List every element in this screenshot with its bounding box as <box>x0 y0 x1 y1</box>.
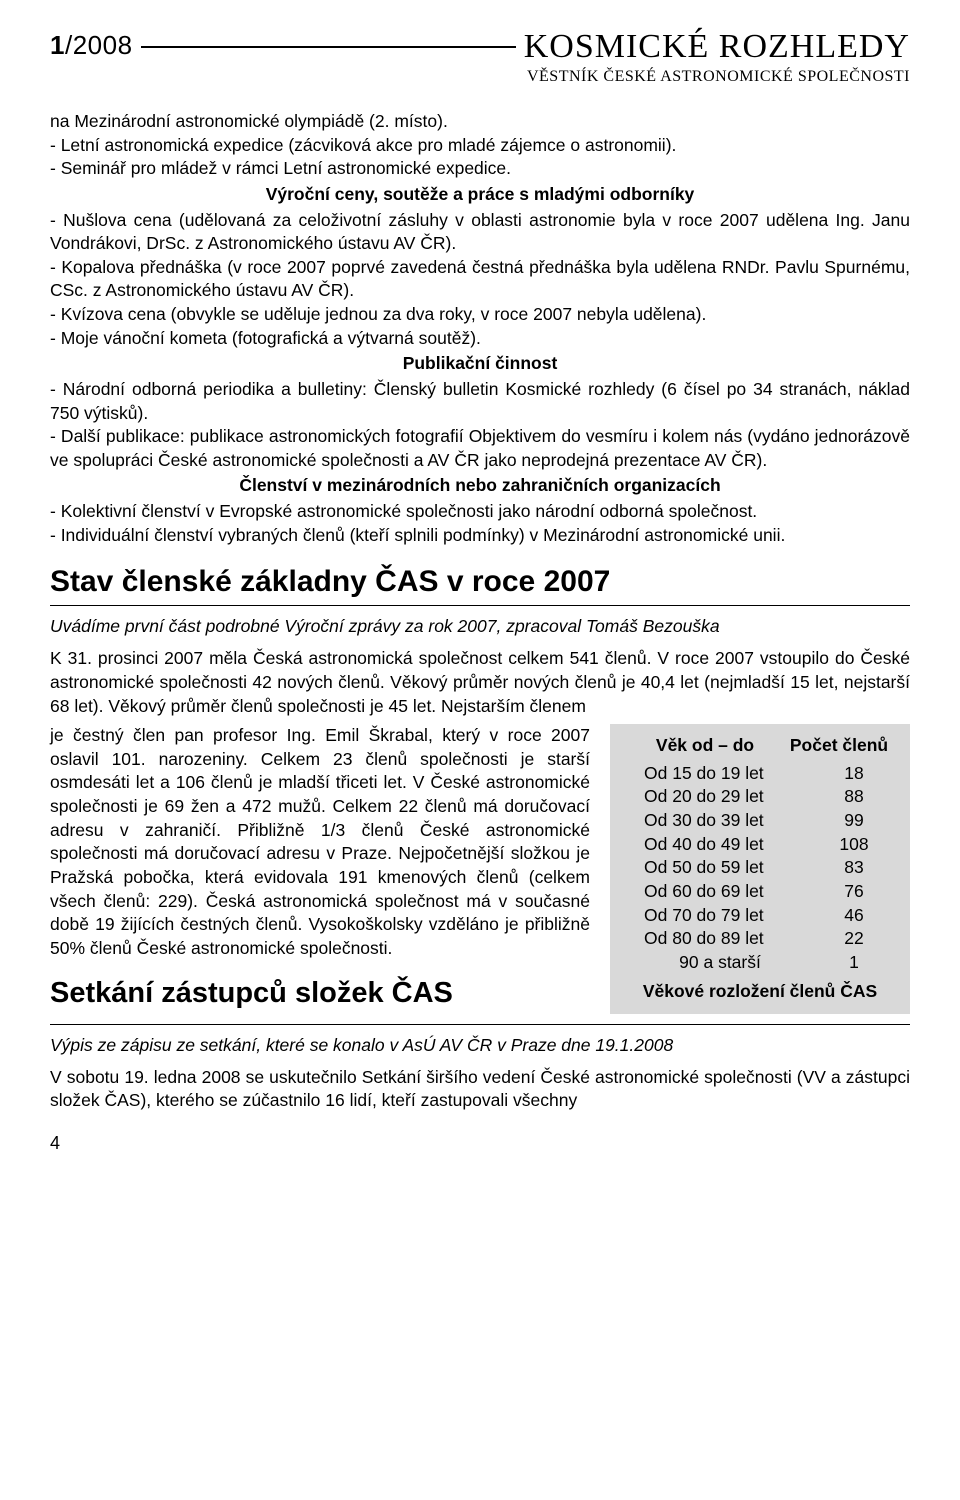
horizontal-rule <box>50 605 910 606</box>
intro-paragraph: na Mezinárodní astronomické olympiádě (2… <box>50 110 910 181</box>
table-cell-range: Od 80 do 89 let <box>626 927 814 951</box>
table-col-header: Věk od – do <box>626 734 784 758</box>
table-cell-count: 22 <box>814 927 894 951</box>
section-body: - Nušlova cena (udělovaná za celoživotní… <box>50 209 910 351</box>
article1-body: K 31. prosinci 2007 měla Česká astronomi… <box>50 647 910 1019</box>
table-cell-range: Od 30 do 39 let <box>626 809 814 833</box>
article-title: Stav členské základny ČAS v roce 2007 <box>50 565 910 599</box>
section-body: - Kolektivní členství v Evropské astrono… <box>50 500 910 547</box>
section-heading: Výroční ceny, soutěže a práce s mladými … <box>50 183 910 207</box>
table-cell-range: Od 50 do 59 let <box>626 856 814 880</box>
table-row: Od 30 do 39 let99 <box>626 809 894 833</box>
table-row: Od 20 do 29 let88 <box>626 785 894 809</box>
article-intro: Uvádíme první část podrobné Výroční zprá… <box>50 616 910 637</box>
table-cell-count: 76 <box>814 880 894 904</box>
article-title: Setkání zástupců složek ČAS <box>50 974 590 1013</box>
table-cell-count: 1 <box>814 951 894 975</box>
page-header: 1/2008 KOSMICKÉ ROZHLEDY <box>50 30 910 64</box>
masthead-subtitle: VĚSTNÍK ČESKÉ ASTRONOMICKÉ SPOLEČNOSTI <box>50 68 910 86</box>
table-row: Od 15 do 19 let18 <box>626 762 894 786</box>
table-cell-count: 108 <box>814 833 894 857</box>
paragraph: V sobotu 19. ledna 2008 se uskutečnilo S… <box>50 1066 910 1113</box>
table-cell-range: Od 70 do 79 let <box>626 904 814 928</box>
paragraph: je čestný člen pan profesor Ing. Emil Šk… <box>50 724 590 960</box>
article-intro: Výpis ze zápisu ze setkání, které se kon… <box>50 1035 910 1056</box>
masthead-title: KOSMICKÉ ROZHLEDY <box>524 30 910 64</box>
table-cell-count: 18 <box>814 762 894 786</box>
table-cell-range: Od 40 do 49 let <box>626 833 814 857</box>
article-body: na Mezinárodní astronomické olympiádě (2… <box>50 110 910 547</box>
table-row: Od 70 do 79 let46 <box>626 904 894 928</box>
horizontal-rule <box>50 1024 910 1025</box>
page-number: 4 <box>50 1133 910 1154</box>
table-cell-count: 83 <box>814 856 894 880</box>
table-cell-range: 90 a starší <box>626 951 814 975</box>
section-body: - Národní odborná periodika a bulletiny:… <box>50 378 910 473</box>
issue-number: 1/2008 <box>50 30 133 61</box>
table-row: Od 60 do 69 let76 <box>626 880 894 904</box>
table-col-header: Počet členů <box>784 734 894 758</box>
section-heading: Členství v mezinárodních nebo zahraniční… <box>50 474 910 498</box>
table-row: Od 50 do 59 let83 <box>626 856 894 880</box>
table-row: 90 a starší1 <box>626 951 894 975</box>
header-rule <box>141 30 516 48</box>
section-heading: Publikační činnost <box>50 352 910 376</box>
paragraph: K 31. prosinci 2007 měla Česká astronomi… <box>50 647 910 718</box>
table-cell-count: 99 <box>814 809 894 833</box>
table-row: Od 40 do 49 let108 <box>626 833 894 857</box>
table-cell-count: 46 <box>814 904 894 928</box>
table-cell-range: Od 60 do 69 let <box>626 880 814 904</box>
table-cell-range: Od 15 do 19 let <box>626 762 814 786</box>
age-table: Věk od – do Počet členů Od 15 do 19 let1… <box>610 724 910 1014</box>
table-cell-count: 88 <box>814 785 894 809</box>
table-footer: Věkové rozložení členů ČAS <box>626 980 894 1004</box>
table-cell-range: Od 20 do 29 let <box>626 785 814 809</box>
table-row: Od 80 do 89 let22 <box>626 927 894 951</box>
